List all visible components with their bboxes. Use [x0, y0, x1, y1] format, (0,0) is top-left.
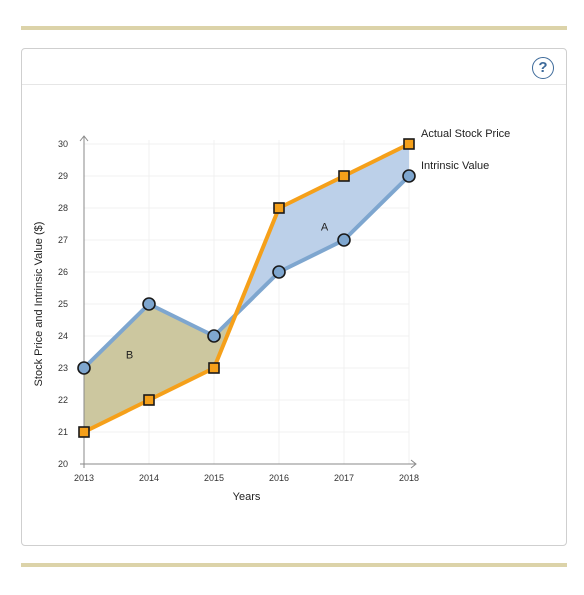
intrinsic-value-line [82, 174, 411, 370]
actual-stock-price-point [208, 362, 220, 374]
intrinsic-value-point [142, 297, 156, 311]
panel-header: ? [22, 49, 566, 85]
intrinsic-value-point [272, 265, 286, 279]
region-a-fill [235, 144, 409, 315]
intrinsic-value-point [337, 233, 351, 247]
y-tick-label: 27 [58, 235, 68, 245]
actual-stock-price-point [338, 170, 350, 182]
intrinsic-value-point [402, 169, 416, 183]
x-tick-label: 2013 [74, 473, 94, 483]
actual-stock-price-point [273, 202, 285, 214]
x-tick-label: 2014 [139, 473, 159, 483]
chart-panel: ? [21, 48, 567, 546]
region-label-a: A [321, 221, 329, 233]
y-tick-label: 23 [58, 363, 68, 373]
actual-stock-price-point [78, 426, 90, 438]
top-divider [21, 26, 567, 30]
region-label-b: B [126, 349, 133, 361]
y-tick-label: 20 [58, 459, 68, 469]
intrinsic-value-label: Intrinsic Value [421, 160, 489, 172]
x-tick-label: 2017 [334, 473, 354, 483]
actual-stock-price-point [403, 138, 415, 150]
x-tick-label: 2018 [399, 473, 419, 483]
y-tick-label: 24 [58, 331, 68, 341]
intrinsic-value-point [207, 329, 221, 343]
y-tick-label: 29 [58, 171, 68, 181]
y-tick-label: 25 [58, 299, 68, 309]
y-tick-label: 21 [58, 427, 68, 437]
y-tick-label: 26 [58, 267, 68, 277]
bottom-divider [21, 563, 567, 567]
y-axis-arrow [79, 135, 89, 142]
y-axis-title: Stock Price and Intrinsic Value ($) [33, 222, 45, 387]
actual-stock-price-label: Actual Stock Price [421, 128, 510, 140]
y-tick-label: 22 [58, 395, 68, 405]
intrinsic-value-point [77, 361, 91, 375]
x-axis-title: Years [233, 491, 261, 503]
x-tick-label: 2016 [269, 473, 289, 483]
y-tick-label: 28 [58, 203, 68, 213]
actual-stock-price-line [83, 142, 410, 434]
x-axis-arrow [410, 459, 417, 469]
y-tick-label: 30 [58, 139, 68, 149]
region-b-fill [84, 304, 236, 432]
actual-stock-price-point [143, 394, 155, 406]
help-icon[interactable]: ? [532, 57, 554, 79]
x-tick-label: 2015 [204, 473, 224, 483]
